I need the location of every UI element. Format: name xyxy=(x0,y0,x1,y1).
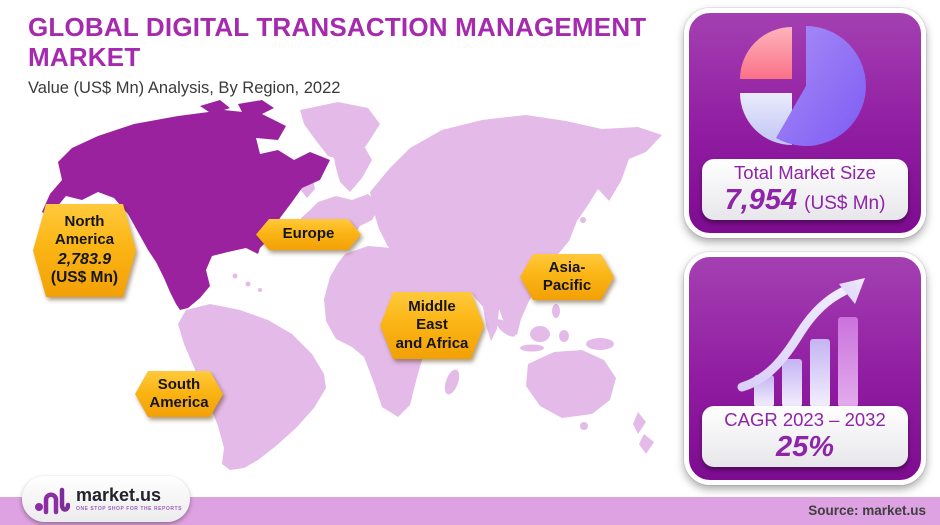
australia-landmass xyxy=(526,350,616,418)
stat-value: 7,954 xyxy=(724,183,798,216)
south-america-landmass xyxy=(178,304,326,470)
world-map xyxy=(42,100,662,470)
region-badge-asia-pacific: Asia- Pacific xyxy=(520,254,614,300)
new-zealand-landmass xyxy=(633,412,646,434)
tasmania-landmass xyxy=(580,422,588,430)
asia-landmass xyxy=(370,115,662,341)
stat-label: Total Market Size xyxy=(734,162,876,184)
scandinavia-landmass xyxy=(334,140,372,192)
region-badge-europe: Europe xyxy=(256,219,361,250)
region-badge-middle-east-africa: Middle East and Africa xyxy=(380,292,484,359)
growth-bar-chart-icon xyxy=(737,278,868,415)
marketus-logo-icon xyxy=(35,487,70,515)
region-value: 2,783.9 xyxy=(57,250,112,268)
page-title: GLOBAL DIGITAL TRANSACTION MANAGEMENT MA… xyxy=(28,12,647,73)
stat-unit: (US$ Mn) xyxy=(804,192,886,214)
region-label: Asia- Pacific xyxy=(542,258,592,294)
philippines-landmass xyxy=(552,304,560,318)
marketus-logo: market.us ONE STOP SHOP FOR THE REPORTS xyxy=(22,476,190,522)
region-label: South America xyxy=(149,375,209,411)
stat-value: 25% xyxy=(775,430,835,463)
madagascar-landmass xyxy=(444,369,460,395)
stat-box: Total Market Size 7,954 (US$ Mn) xyxy=(702,159,908,220)
logo-brand-text: market.us xyxy=(76,485,162,505)
stat-box: CAGR 2023 – 2032 25% xyxy=(702,406,908,467)
north-america-highlight xyxy=(42,100,330,310)
region-label: North America xyxy=(54,212,115,249)
total-market-size-card: Total Market Size 7,954 (US$ Mn) xyxy=(684,8,926,238)
region-unit: (US$ Mn) xyxy=(50,269,119,287)
cagr-card: CAGR 2023 – 2032 25% xyxy=(684,252,926,485)
region-badge-north-america: North America 2,783.9 (US$ Mn) xyxy=(33,204,136,297)
region-badge-south-america: South America xyxy=(135,371,223,417)
region-label: Europe xyxy=(282,225,335,243)
stat-label: CAGR 2023 – 2032 xyxy=(724,409,886,431)
logo-tagline: ONE STOP SHOP FOR THE REPORTS xyxy=(76,506,182,512)
region-label: Middle East and Africa xyxy=(395,298,469,352)
world-landmasses xyxy=(178,102,662,470)
pie-chart-icon xyxy=(740,26,866,146)
japan-landmass xyxy=(566,192,580,214)
source-text: Source: market.us xyxy=(808,503,926,518)
north-america-landmass xyxy=(42,110,330,310)
page-subtitle: Value (US$ Mn) Analysis, By Region, 2022 xyxy=(28,79,341,97)
